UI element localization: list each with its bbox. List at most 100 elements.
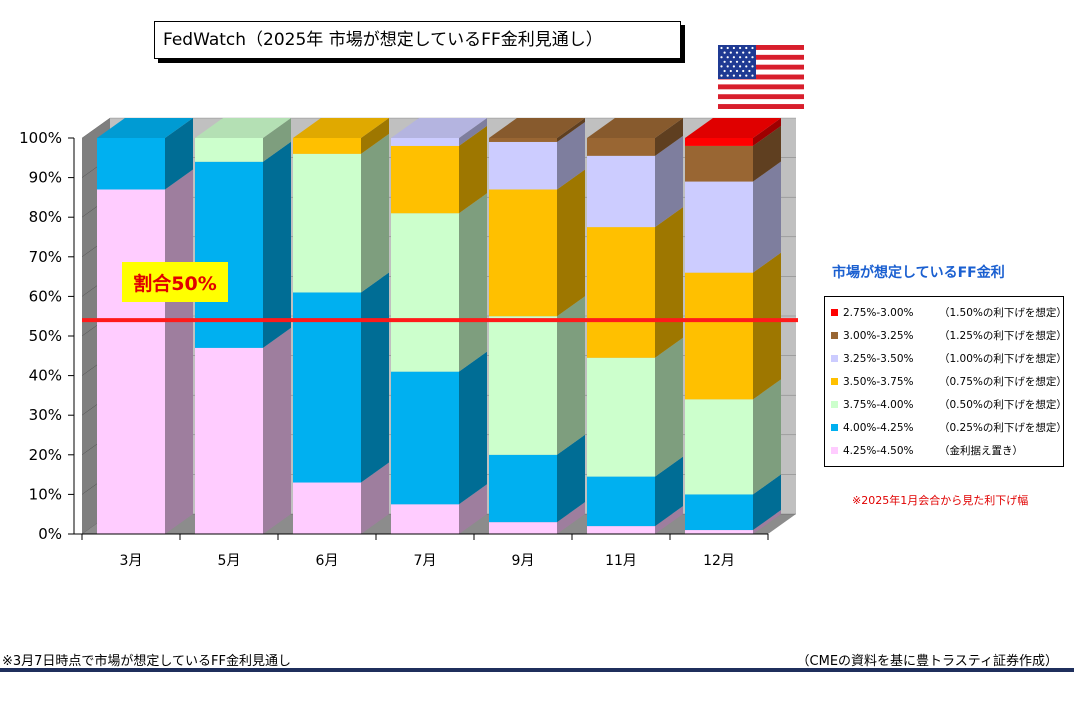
bar-segment-side [655, 506, 683, 534]
y-tick-label: 90% [29, 169, 62, 187]
y-tick-label: 0% [38, 525, 62, 543]
bar-segment-side [557, 121, 585, 190]
bar-segment-side [753, 118, 781, 146]
bar-segment-side [459, 118, 487, 146]
legend-note-text: （金利据え置き） [939, 445, 1023, 457]
y-tick-label: 50% [29, 327, 62, 345]
bar-segment-side [753, 510, 781, 534]
legend-range: 3.75%-4.00% [843, 398, 914, 411]
bar-segment [489, 454, 557, 523]
y-tick-label: 100% [19, 129, 62, 147]
legend-note-text: （0.50%の利下げを想定） [939, 399, 1067, 411]
annotation-label: 割合50% [133, 272, 216, 295]
bar-segment-side [459, 125, 487, 214]
bar-segment-side [753, 252, 781, 400]
y-tick-label: 10% [29, 485, 62, 503]
bar-top-face [293, 118, 389, 138]
bar-segment [587, 357, 655, 477]
bar-segment-side [655, 207, 683, 358]
legend-note-text: （0.75%の利下げを想定） [939, 376, 1067, 388]
annotation-box [122, 262, 228, 302]
bar-segment-side [753, 379, 781, 495]
x-tick-label: 6月 [316, 553, 339, 569]
source-note: （CMEの資料を基に豊トラスティ証券作成） [796, 654, 1058, 669]
bar-segment-side [263, 327, 291, 534]
bar-top-face [685, 118, 781, 138]
legend: 2.75%-3.00% （1.50%の利下げを想定） 3.00%-3.25% （1.2… [824, 296, 1067, 467]
bar-segment-side [165, 169, 193, 535]
bottom-rule [0, 668, 1074, 672]
bar-segment [685, 272, 753, 400]
legend-range: 3.50%-3.75% [843, 375, 914, 388]
x-tick-label: 11月 [605, 553, 637, 569]
bar-segment [195, 138, 263, 162]
y-tick-label: 60% [29, 287, 62, 305]
bar-segment [391, 138, 459, 146]
bar-segment-side [165, 118, 193, 190]
bar-segment-side [655, 135, 683, 228]
bar-segment [685, 494, 753, 531]
y-tick-label: 80% [29, 208, 62, 226]
bar-segment-side [557, 169, 585, 317]
legend-item: 3.50%-3.75% （0.75%の利下げを想定） [831, 370, 1067, 393]
bar-segment [587, 155, 655, 228]
bar-segment-side [557, 118, 585, 142]
legend-range: 4.25%-4.50% [843, 444, 914, 457]
legend-title: 市場が想定しているFF金利 [832, 265, 1005, 281]
bar-segment [685, 399, 753, 495]
chart-title: FedWatch（2025年 市場が想定しているFF金利見通し） [154, 21, 681, 59]
bar-segment [587, 526, 655, 534]
bar-segment [391, 504, 459, 534]
legend-swatch [831, 309, 838, 316]
bar-segment [685, 530, 753, 534]
bar-segment-side [361, 133, 389, 293]
bar-segment-side [557, 434, 585, 523]
bar-segment [685, 181, 753, 273]
x-tick-label: 3月 [120, 553, 143, 569]
bar-segment-side [361, 462, 389, 534]
bar-segment-side [459, 193, 487, 372]
bar-segment [489, 141, 557, 190]
legend-note-text: （1.00%の利下げを想定） [939, 353, 1067, 365]
bar-top-face [195, 118, 291, 138]
bar-segment-side [557, 502, 585, 534]
legend-note: ※2025年1月会合から見た利下げ幅 [852, 494, 1029, 507]
legend-item: 3.25%-3.50% （1.00%の利下げを想定） [831, 347, 1067, 370]
bar-segment-side [753, 125, 781, 182]
bar-segment [293, 292, 361, 483]
bar-segment [97, 189, 165, 535]
bar-segment [293, 153, 361, 293]
legend-swatch [831, 401, 838, 408]
legend-swatch [831, 424, 838, 431]
bar-segment-side [753, 161, 781, 273]
legend-item: 4.00%-4.25% （0.25%の利下げを想定） [831, 416, 1067, 439]
footnote: ※3月7日時点で市場が想定しているFF金利見通し [2, 654, 291, 669]
bar-segment [685, 145, 753, 182]
bar-segment [489, 189, 557, 317]
bar-segment-side [263, 118, 291, 162]
bar-segment [97, 138, 165, 190]
bar-segment-side [459, 484, 487, 534]
y-tick-label: 40% [29, 367, 62, 385]
bar-segment-side [361, 118, 389, 154]
bar-segment [587, 476, 655, 527]
legend-item: 3.00%-3.25% （1.25%の利下げを想定） [831, 324, 1067, 347]
bar-top-face [97, 118, 193, 138]
legend-item: 4.25%-4.50% （金利据え置き） [831, 439, 1063, 462]
legend-swatch [831, 332, 838, 339]
bar-segment [391, 371, 459, 505]
bar-top-face [489, 118, 585, 138]
bar-segment [489, 138, 557, 142]
legend-note-text: （1.25%の利下げを想定） [939, 330, 1067, 342]
legend-swatch [831, 378, 838, 385]
us-flag-icon [718, 45, 804, 109]
bar-segment [391, 213, 459, 372]
legend-range: 3.25%-3.50% [843, 352, 914, 365]
bar-segment-side [753, 474, 781, 531]
x-tick-label: 5月 [218, 553, 241, 569]
bar-segment [489, 522, 557, 534]
bar-segment [587, 227, 655, 358]
bar-segment [195, 161, 263, 348]
bar-segment-side [557, 296, 585, 455]
